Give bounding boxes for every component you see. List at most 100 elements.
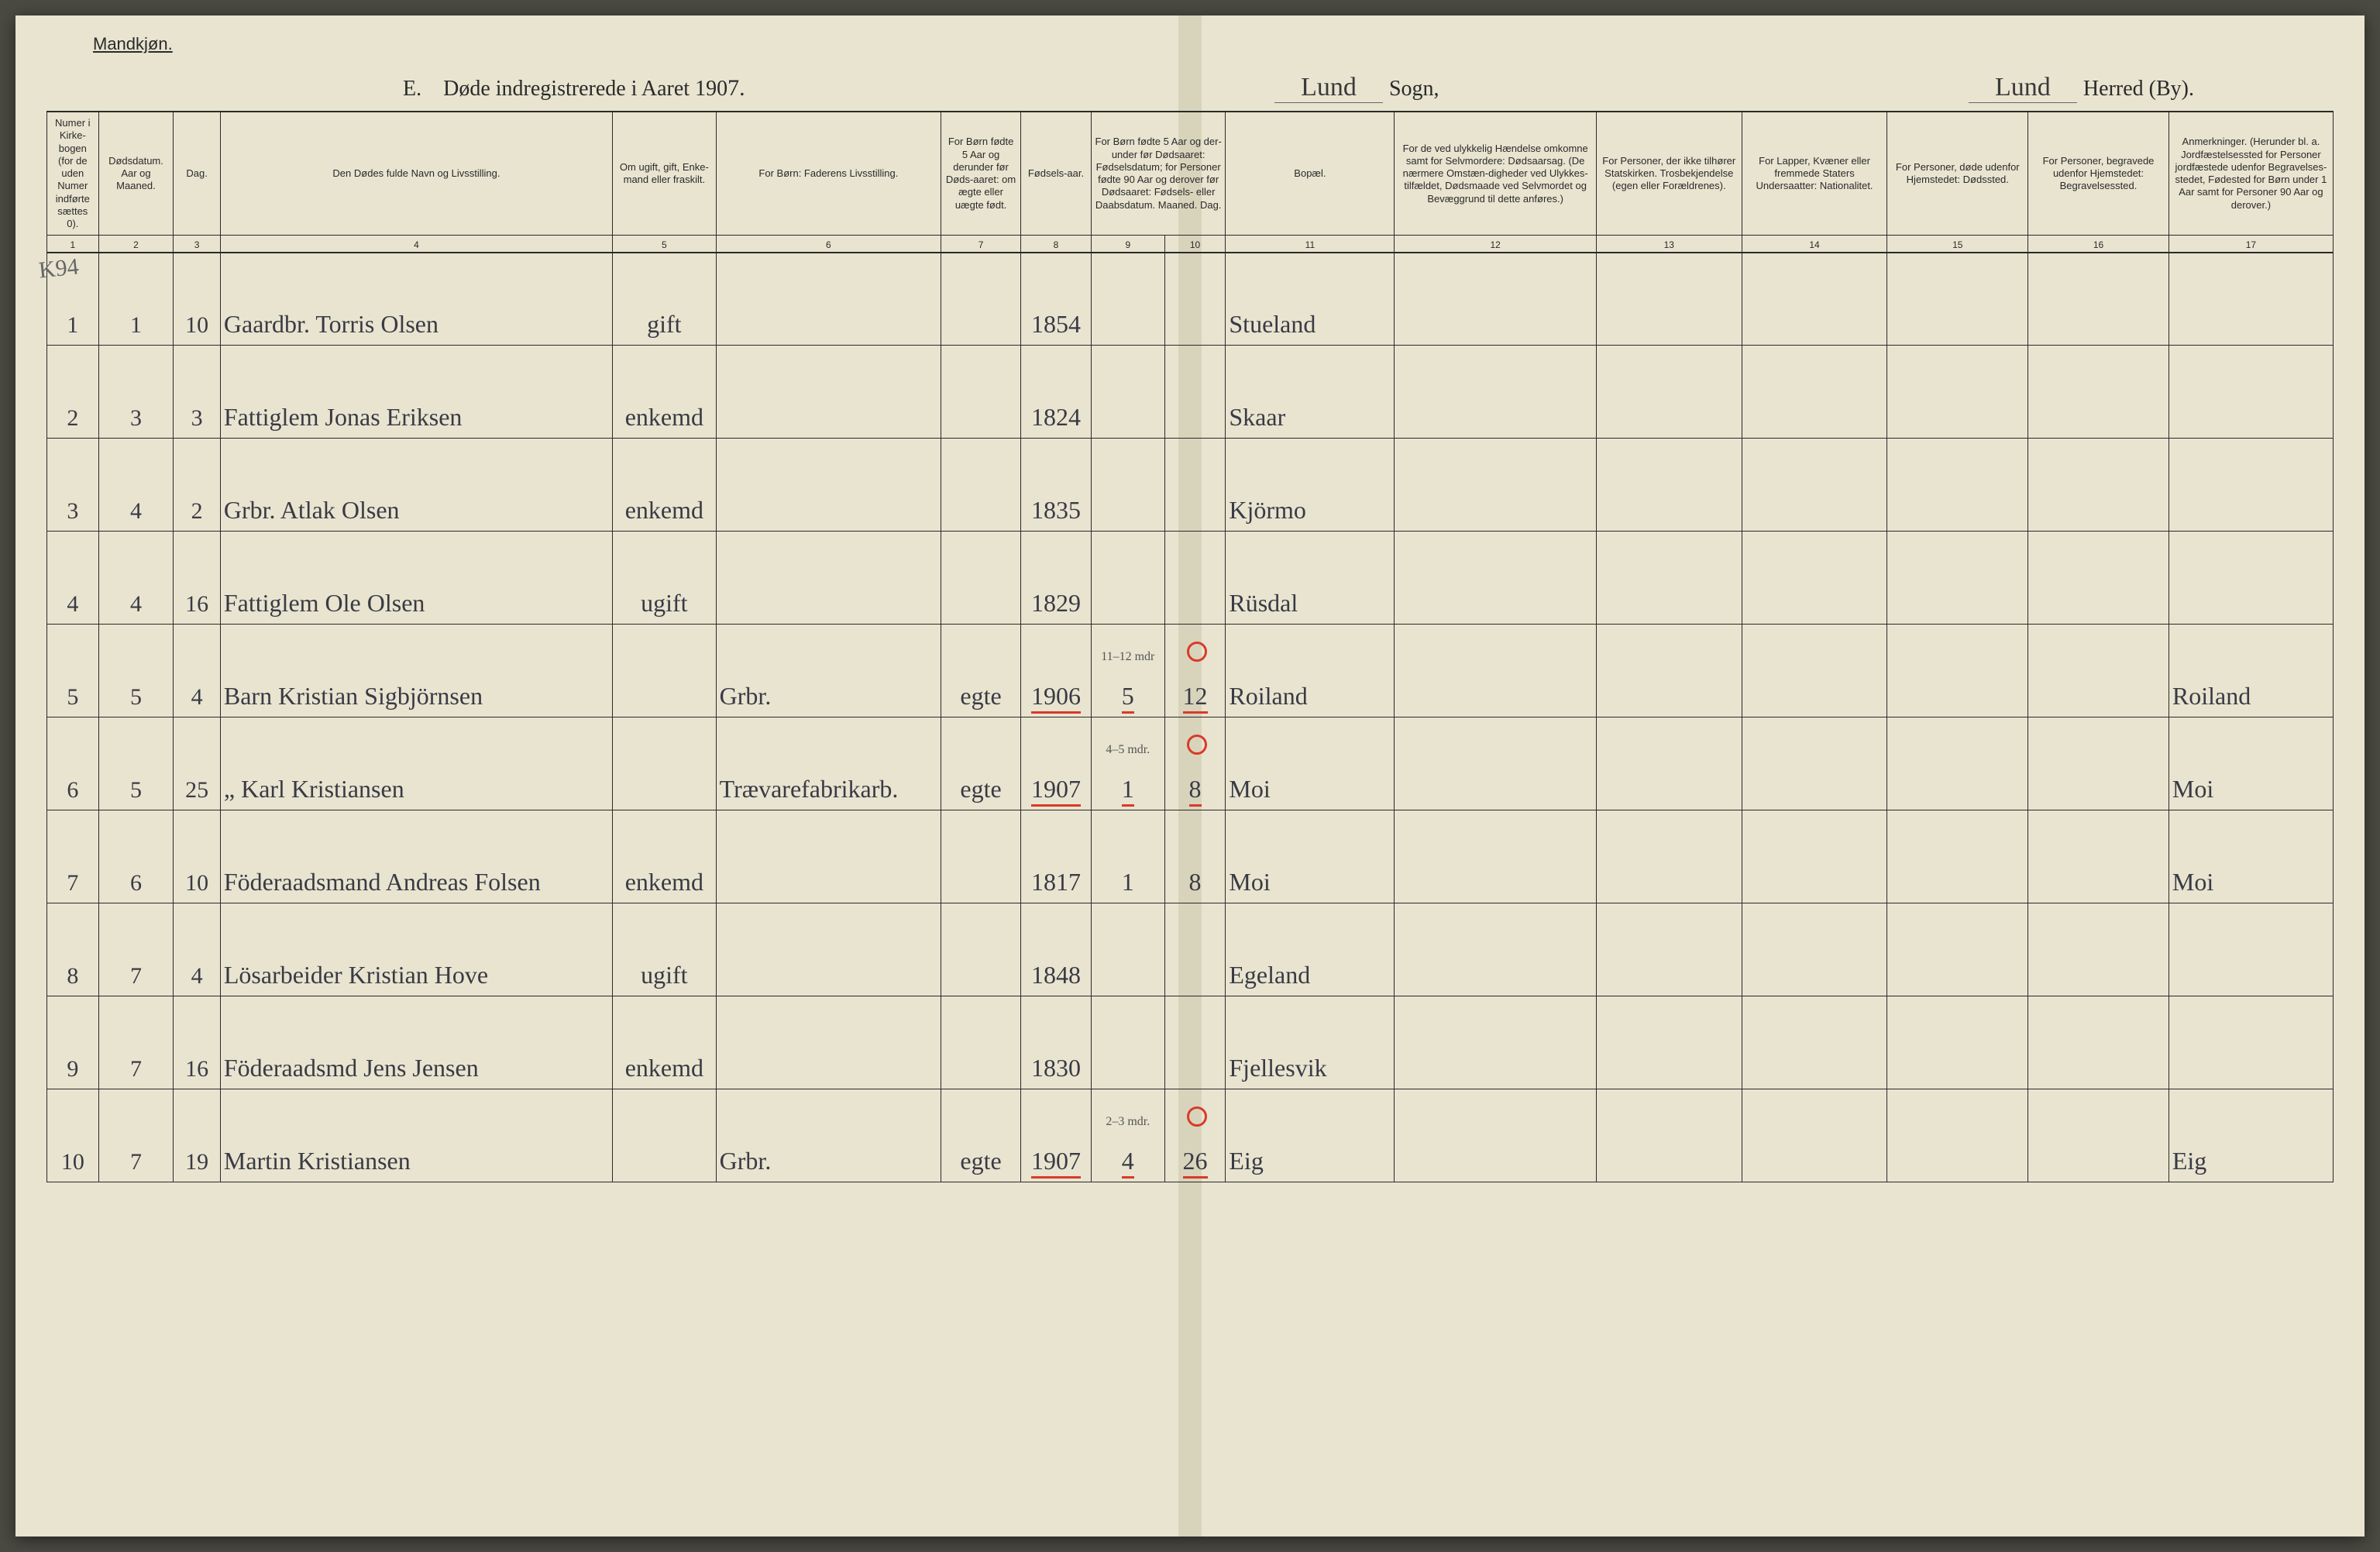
cell: 19 — [174, 1089, 221, 1182]
cell — [941, 346, 1021, 439]
cell — [716, 532, 941, 625]
cell: 12 — [1164, 625, 1226, 717]
cell — [1164, 532, 1226, 625]
colnum: 3 — [174, 236, 221, 253]
colnum: 8 — [1021, 236, 1092, 253]
cell — [1596, 996, 1742, 1089]
cell: 4–5 mdr.1 — [1091, 717, 1164, 810]
herred-group: Lund Herred (By). — [1969, 73, 2194, 103]
cell — [941, 532, 1021, 625]
col-header-14: For Lapper, Kvæner eller fremmede Stater… — [1742, 112, 1887, 236]
cell — [1887, 253, 2028, 346]
cell: 4 — [47, 532, 99, 625]
cell — [1395, 346, 1596, 439]
cell — [1742, 810, 1887, 903]
cell: 6 — [47, 717, 99, 810]
cell: enkemd — [613, 996, 717, 1089]
cell — [613, 1089, 717, 1182]
colnum: 16 — [2028, 236, 2169, 253]
cell: 1906 — [1021, 625, 1092, 717]
cell — [1164, 903, 1226, 996]
cell: Eig — [2168, 1089, 2333, 1182]
cell — [1742, 903, 1887, 996]
table-row: 6525„ Karl KristiansenTrævarefabrikarb.e… — [47, 717, 2334, 810]
table-row: 1110Gaardbr. Torris Olsengift1854Stuelan… — [47, 253, 2334, 346]
cell: 7 — [47, 810, 99, 903]
cell: Moi — [1226, 717, 1395, 810]
col-header-3: Dag. — [174, 112, 221, 236]
colnum: 12 — [1395, 236, 1596, 253]
cell: 1830 — [1021, 996, 1092, 1089]
cell: Fattiglem Ole Olsen — [220, 532, 612, 625]
cell: 6 — [98, 810, 174, 903]
cell: enkemd — [613, 439, 717, 532]
cell: 10 — [174, 810, 221, 903]
margin-note: K94 — [37, 253, 80, 284]
cell: 5 — [47, 625, 99, 717]
cell — [2028, 903, 2169, 996]
cell: Föderaadsmd Jens Jensen — [220, 996, 612, 1089]
cell — [1887, 996, 2028, 1089]
herred-value: Lund — [1969, 73, 2077, 103]
cell: 11–12 mdr5 — [1091, 625, 1164, 717]
cell: 1 — [1091, 810, 1164, 903]
cell: Grbr. — [716, 625, 941, 717]
cell: 5 — [98, 717, 174, 810]
cell: 10 — [47, 1089, 99, 1182]
page-title: E. Døde indregistrerede i Aaret 1907. — [403, 75, 745, 102]
cell: 4 — [98, 532, 174, 625]
cell: enkemd — [613, 810, 717, 903]
colnum: 15 — [1887, 236, 2028, 253]
col-header-9-10: For Børn fødte 5 Aar og der-under før Dø… — [1091, 112, 1225, 236]
cell: 10 — [174, 253, 221, 346]
header-row: Numer i Kirke-bogen (for de uden Numer i… — [47, 112, 2334, 236]
cell — [1887, 810, 2028, 903]
cell: ugift — [613, 532, 717, 625]
cell — [1742, 253, 1887, 346]
colnum: 4 — [220, 236, 612, 253]
cell: Roiland — [2168, 625, 2333, 717]
cell — [941, 253, 1021, 346]
cell: Moi — [2168, 717, 2333, 810]
cell: Lösarbeider Kristian Hove — [220, 903, 612, 996]
ledger-table: Numer i Kirke-bogen (for de uden Numer i… — [46, 111, 2334, 1182]
cell: 25 — [174, 717, 221, 810]
cell: 1854 — [1021, 253, 1092, 346]
table-row: 7610Föderaadsmand Andreas Folsenenkemd18… — [47, 810, 2334, 903]
cell: Barn Kristian Sigbjörnsen — [220, 625, 612, 717]
cell: Moi — [1226, 810, 1395, 903]
cell: egte — [941, 625, 1021, 717]
cell: 7 — [98, 903, 174, 996]
gender-label: Mandkjøn. — [93, 34, 173, 54]
ledger-page: Mandkjøn. K94 E. Døde indregistrerede i … — [15, 15, 2365, 1537]
table-row: 874Lösarbeider Kristian Hoveugift1848Ege… — [47, 903, 2334, 996]
cell — [1887, 903, 2028, 996]
cell: 1835 — [1021, 439, 1092, 532]
colnum: 14 — [1742, 236, 1887, 253]
cell — [1091, 253, 1164, 346]
cell — [1742, 996, 1887, 1089]
colnum: 5 — [613, 236, 717, 253]
cell — [1091, 996, 1164, 1089]
colnum: 10 — [1164, 236, 1226, 253]
cell — [1887, 439, 2028, 532]
cell — [1091, 903, 1164, 996]
cell — [1887, 1089, 2028, 1182]
cell: 1848 — [1021, 903, 1092, 996]
cell: 4 — [98, 439, 174, 532]
cell — [1742, 346, 1887, 439]
cell: Gaardbr. Torris Olsen — [220, 253, 612, 346]
cell: egte — [941, 717, 1021, 810]
cell — [2028, 717, 2169, 810]
cell — [2168, 439, 2333, 532]
cell: 1817 — [1021, 810, 1092, 903]
cell — [1742, 1089, 1887, 1182]
cell — [1596, 532, 1742, 625]
cell: egte — [941, 1089, 1021, 1182]
cell — [1091, 532, 1164, 625]
table-row: 554Barn Kristian SigbjörnsenGrbr.egte190… — [47, 625, 2334, 717]
title-row: E. Døde indregistrerede i Aaret 1907. Lu… — [46, 73, 2334, 103]
cell: Grbr. — [716, 1089, 941, 1182]
cell: Stueland — [1226, 253, 1395, 346]
col-header-11: Bopæl. — [1226, 112, 1395, 236]
